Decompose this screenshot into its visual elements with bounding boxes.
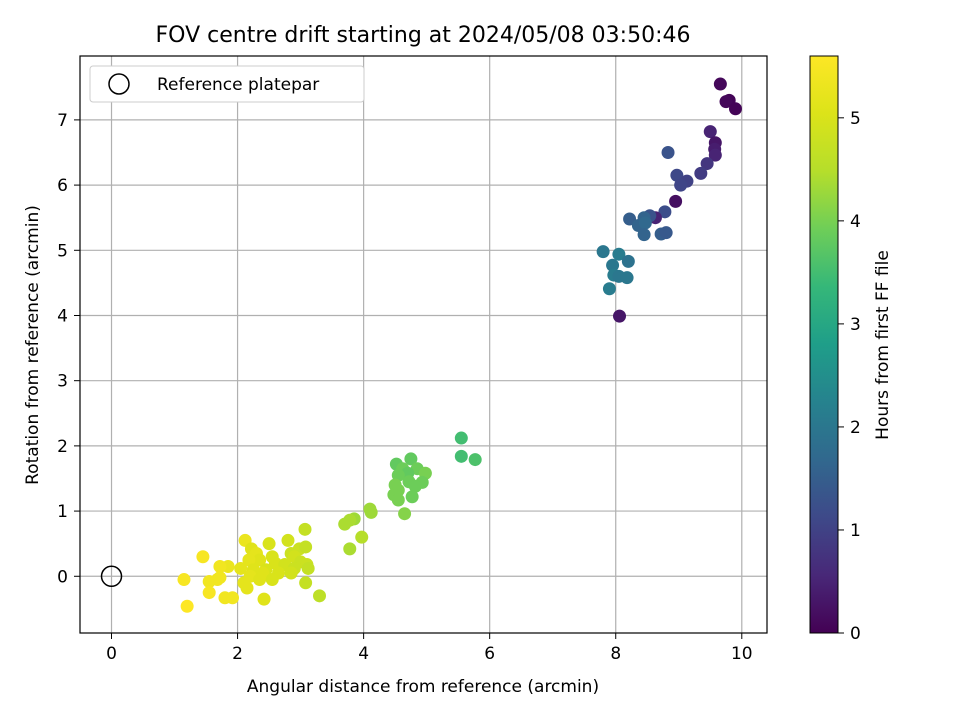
y-tick-label: 4 bbox=[57, 306, 68, 326]
data-point bbox=[408, 479, 422, 493]
data-point bbox=[196, 550, 210, 564]
y-tick-label: 5 bbox=[57, 241, 68, 261]
data-point bbox=[391, 493, 405, 507]
data-point bbox=[713, 77, 727, 91]
data-point bbox=[213, 571, 227, 585]
y-axis-label: Rotation from reference (arcmin) bbox=[23, 205, 43, 485]
x-tick-label: 6 bbox=[484, 644, 495, 664]
data-point bbox=[177, 573, 191, 587]
scatter-points bbox=[177, 77, 742, 613]
colorbar-tick-label: 5 bbox=[850, 109, 861, 129]
data-point bbox=[234, 561, 248, 575]
y-tick-label: 1 bbox=[57, 502, 68, 522]
data-point bbox=[240, 581, 254, 595]
data-point bbox=[364, 505, 378, 519]
data-point bbox=[661, 145, 675, 159]
colorbar: 0 1 2 3 4 5 Hours from first FF file bbox=[809, 55, 893, 644]
data-point bbox=[602, 282, 616, 296]
data-point bbox=[659, 226, 673, 240]
colorbar-gradient bbox=[809, 55, 839, 634]
data-point bbox=[343, 542, 357, 556]
data-point bbox=[468, 453, 482, 467]
data-point bbox=[613, 309, 627, 323]
data-point bbox=[708, 148, 722, 162]
data-point bbox=[338, 517, 352, 531]
data-point bbox=[728, 102, 742, 116]
data-point bbox=[253, 573, 267, 587]
data-point bbox=[226, 591, 240, 605]
data-point bbox=[298, 522, 312, 536]
x-tick-label: 8 bbox=[610, 644, 621, 664]
y-tick-label: 3 bbox=[57, 372, 68, 392]
data-point bbox=[454, 449, 468, 463]
data-point bbox=[620, 271, 634, 285]
data-point bbox=[301, 561, 315, 575]
legend-label: Reference platepar bbox=[157, 75, 319, 95]
data-point bbox=[257, 592, 271, 606]
data-point bbox=[658, 205, 672, 219]
y-tick-label: 6 bbox=[57, 176, 68, 196]
colorbar-tick-label: 1 bbox=[850, 521, 861, 541]
data-point bbox=[637, 228, 651, 242]
data-point bbox=[719, 95, 733, 109]
x-axis-ticks: 0 2 4 6 8 10 bbox=[106, 633, 753, 664]
y-axis-ticks: 0 1 2 3 4 5 6 7 bbox=[57, 111, 80, 587]
data-point bbox=[404, 452, 418, 466]
colorbar-ticks: 0 1 2 3 4 5 bbox=[838, 109, 861, 644]
data-point bbox=[262, 537, 276, 551]
data-point bbox=[670, 168, 684, 182]
data-point bbox=[299, 576, 313, 590]
colorbar-tick-label: 0 bbox=[850, 624, 861, 644]
x-tick-label: 0 bbox=[106, 644, 117, 664]
data-point bbox=[313, 589, 327, 603]
data-point bbox=[213, 559, 227, 573]
data-point bbox=[621, 254, 635, 268]
data-point bbox=[281, 533, 295, 547]
data-point bbox=[391, 468, 405, 482]
data-point bbox=[202, 586, 216, 600]
x-tick-label: 10 bbox=[731, 644, 753, 664]
data-point bbox=[242, 553, 256, 567]
y-tick-label: 7 bbox=[57, 111, 68, 131]
reference-platepar-marker bbox=[100, 565, 123, 588]
data-point bbox=[265, 573, 279, 587]
data-point bbox=[180, 599, 194, 613]
grid-lines bbox=[80, 56, 767, 633]
data-point bbox=[299, 540, 313, 554]
colorbar-tick-label: 2 bbox=[850, 418, 861, 438]
data-point bbox=[268, 556, 282, 570]
x-axis-label: Angular distance from reference (arcmin) bbox=[247, 677, 599, 697]
legend: Reference platepar bbox=[89, 65, 365, 103]
data-point bbox=[703, 125, 717, 139]
data-point bbox=[355, 530, 369, 544]
colorbar-label: Hours from first FF file bbox=[873, 250, 893, 440]
data-point bbox=[700, 157, 714, 171]
data-point bbox=[596, 245, 610, 259]
y-tick-label: 0 bbox=[57, 567, 68, 587]
y-tick-label: 2 bbox=[57, 437, 68, 457]
x-tick-label: 2 bbox=[232, 644, 243, 664]
legend-box bbox=[89, 65, 365, 103]
data-point bbox=[253, 553, 267, 567]
colorbar-tick-label: 4 bbox=[850, 212, 861, 232]
data-point bbox=[454, 431, 468, 445]
data-point bbox=[612, 247, 626, 261]
data-point bbox=[284, 566, 298, 580]
data-point bbox=[674, 178, 688, 192]
data-point bbox=[405, 490, 419, 504]
plot-frame bbox=[79, 55, 768, 634]
colorbar-tick-label: 3 bbox=[850, 315, 861, 335]
chart-title: FOV centre drift starting at 2024/05/08 … bbox=[156, 23, 691, 48]
data-point bbox=[638, 216, 652, 230]
data-point bbox=[669, 194, 683, 208]
reference-marker-group bbox=[100, 565, 123, 588]
data-point bbox=[398, 507, 412, 521]
data-point bbox=[606, 258, 620, 272]
x-tick-label: 4 bbox=[358, 644, 369, 664]
legend-reference-marker bbox=[108, 73, 130, 95]
data-point bbox=[694, 166, 708, 180]
